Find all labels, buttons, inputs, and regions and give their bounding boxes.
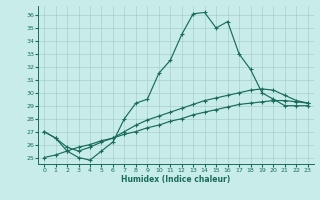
- X-axis label: Humidex (Indice chaleur): Humidex (Indice chaleur): [121, 175, 231, 184]
